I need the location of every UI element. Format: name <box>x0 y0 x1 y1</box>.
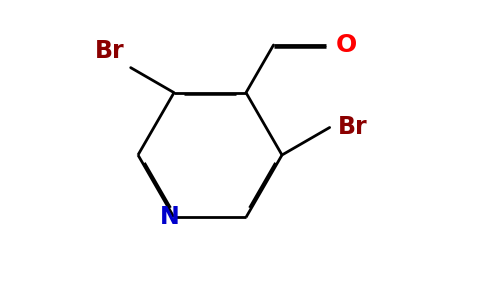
Text: Br: Br <box>95 39 125 63</box>
Text: N: N <box>160 206 180 230</box>
Text: O: O <box>335 33 357 57</box>
Text: Br: Br <box>338 116 367 140</box>
